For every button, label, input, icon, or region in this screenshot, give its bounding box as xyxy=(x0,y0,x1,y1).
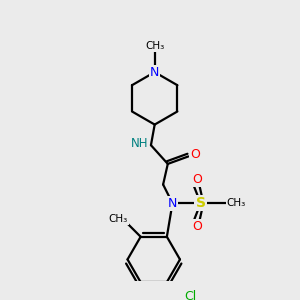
Text: N: N xyxy=(150,66,159,79)
Text: O: O xyxy=(190,148,200,161)
Text: CH₃: CH₃ xyxy=(226,198,246,208)
Text: S: S xyxy=(196,196,206,210)
Text: O: O xyxy=(192,220,202,233)
Text: N: N xyxy=(168,197,177,210)
Text: Cl: Cl xyxy=(184,290,196,300)
Text: NH: NH xyxy=(131,137,148,150)
Text: CH₃: CH₃ xyxy=(109,214,128,224)
Text: CH₃: CH₃ xyxy=(145,41,164,51)
Text: O: O xyxy=(192,173,202,186)
